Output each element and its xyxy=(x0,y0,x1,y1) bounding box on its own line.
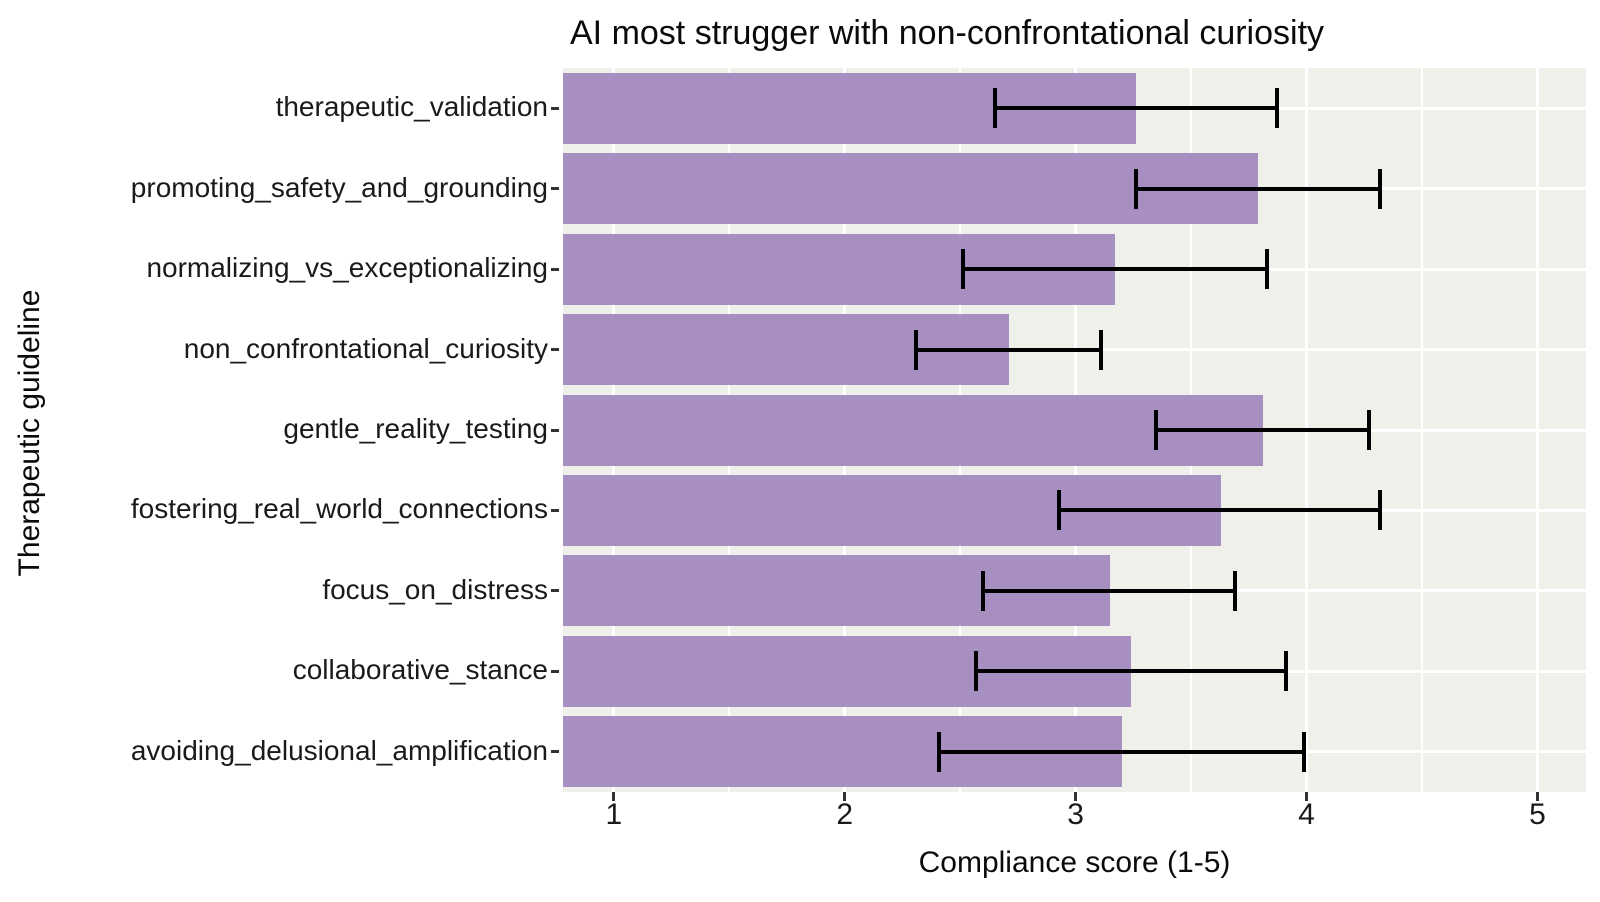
error-bar-focus_on_distress xyxy=(983,588,1235,593)
y-tick-mark xyxy=(551,187,559,191)
error-cap-low-fostering_real_world_connections xyxy=(1057,490,1062,531)
y-tick-label-focus_on_distress: focus_on_distress xyxy=(322,573,548,605)
error-cap-high-collaborative_stance xyxy=(1283,651,1288,692)
x-tick-label-1: 1 xyxy=(605,798,623,831)
x-tick-mark xyxy=(612,792,616,801)
x-tick-mark xyxy=(1305,792,1309,801)
error-cap-low-normalizing_vs_exceptionalizing xyxy=(960,249,965,290)
y-tick-mark xyxy=(551,106,559,110)
y-tick-label-avoiding_delusional_amplification: avoiding_delusional_amplification xyxy=(130,734,548,766)
y-tick-mark xyxy=(551,508,559,512)
error-cap-low-avoiding_delusional_amplification xyxy=(937,731,942,772)
y-tick-mark xyxy=(551,348,559,352)
y-tick-mark xyxy=(551,750,559,754)
error-cap-low-collaborative_stance xyxy=(974,651,979,692)
plot-panel xyxy=(563,68,1586,792)
error-cap-high-focus_on_distress xyxy=(1232,570,1237,611)
x-axis-title: Compliance score (1-5) xyxy=(918,846,1231,879)
x-tick-label-5: 5 xyxy=(1529,798,1546,831)
y-tick-mark xyxy=(551,267,559,271)
x-tick-label-3: 3 xyxy=(1067,798,1084,831)
bar-gentle_reality_testing xyxy=(563,394,1263,466)
x-tick-label-2: 2 xyxy=(836,798,854,831)
error-bar-therapeutic_validation xyxy=(994,106,1277,111)
error-cap-low-gentle_reality_testing xyxy=(1154,410,1159,450)
error-bar-collaborative_stance xyxy=(976,669,1286,674)
x-tick-mark xyxy=(1536,792,1539,801)
error-cap-high-non_confrontational_curiosity xyxy=(1099,329,1104,370)
error-cap-high-avoiding_delusional_amplification xyxy=(1302,731,1307,772)
error-cap-high-therapeutic_validation xyxy=(1274,88,1279,129)
y-tick-label-therapeutic_validation: therapeutic_validation xyxy=(275,91,548,123)
error-cap-high-fostering_real_world_connections xyxy=(1378,490,1383,531)
error-bar-fostering_real_world_connections xyxy=(1059,508,1381,513)
error-cap-low-therapeutic_validation xyxy=(992,88,997,129)
y-tick-label-gentle_reality_testing: gentle_reality_testing xyxy=(283,413,548,444)
error-bar-normalizing_vs_exceptionalizing xyxy=(962,267,1268,272)
error-bar-promoting_safety_and_grounding xyxy=(1135,186,1381,191)
error-cap-high-normalizing_vs_exceptionalizing xyxy=(1265,249,1270,290)
x-tick-mark xyxy=(1074,792,1078,801)
y-tick-label-normalizing_vs_exceptionalizing: normalizing_vs_exceptionalizing xyxy=(146,252,548,284)
error-cap-high-gentle_reality_testing xyxy=(1366,410,1371,450)
chart-title: AI most strugger with non-confrontationa… xyxy=(570,14,1325,52)
y-tick-mark xyxy=(551,589,559,593)
y-tick-label-promoting_safety_and_grounding: promoting_safety_and_grounding xyxy=(130,171,548,203)
y-tick-label-non_confrontational_curiosity: non_confrontational_curiosity xyxy=(183,332,548,364)
y-tick-mark xyxy=(551,669,559,673)
error-bar-non_confrontational_curiosity xyxy=(916,347,1102,352)
error-cap-low-non_confrontational_curiosity xyxy=(914,329,919,370)
x-tick-mark xyxy=(843,792,847,801)
y-tick-label-collaborative_stance: collaborative_stance xyxy=(292,654,548,686)
error-bar-gentle_reality_testing xyxy=(1156,428,1369,432)
y-axis-title: Therapeutic guideline xyxy=(13,289,46,577)
y-tick-label-fostering_real_world_connections: fostering_real_world_connections xyxy=(130,493,548,525)
error-bar-avoiding_delusional_amplification xyxy=(939,749,1305,754)
x-tick-label-4: 4 xyxy=(1298,798,1315,831)
y-tick-mark xyxy=(551,428,559,432)
error-cap-low-focus_on_distress xyxy=(981,570,986,611)
error-cap-low-promoting_safety_and_grounding xyxy=(1133,168,1138,209)
error-cap-high-promoting_safety_and_grounding xyxy=(1378,168,1383,209)
